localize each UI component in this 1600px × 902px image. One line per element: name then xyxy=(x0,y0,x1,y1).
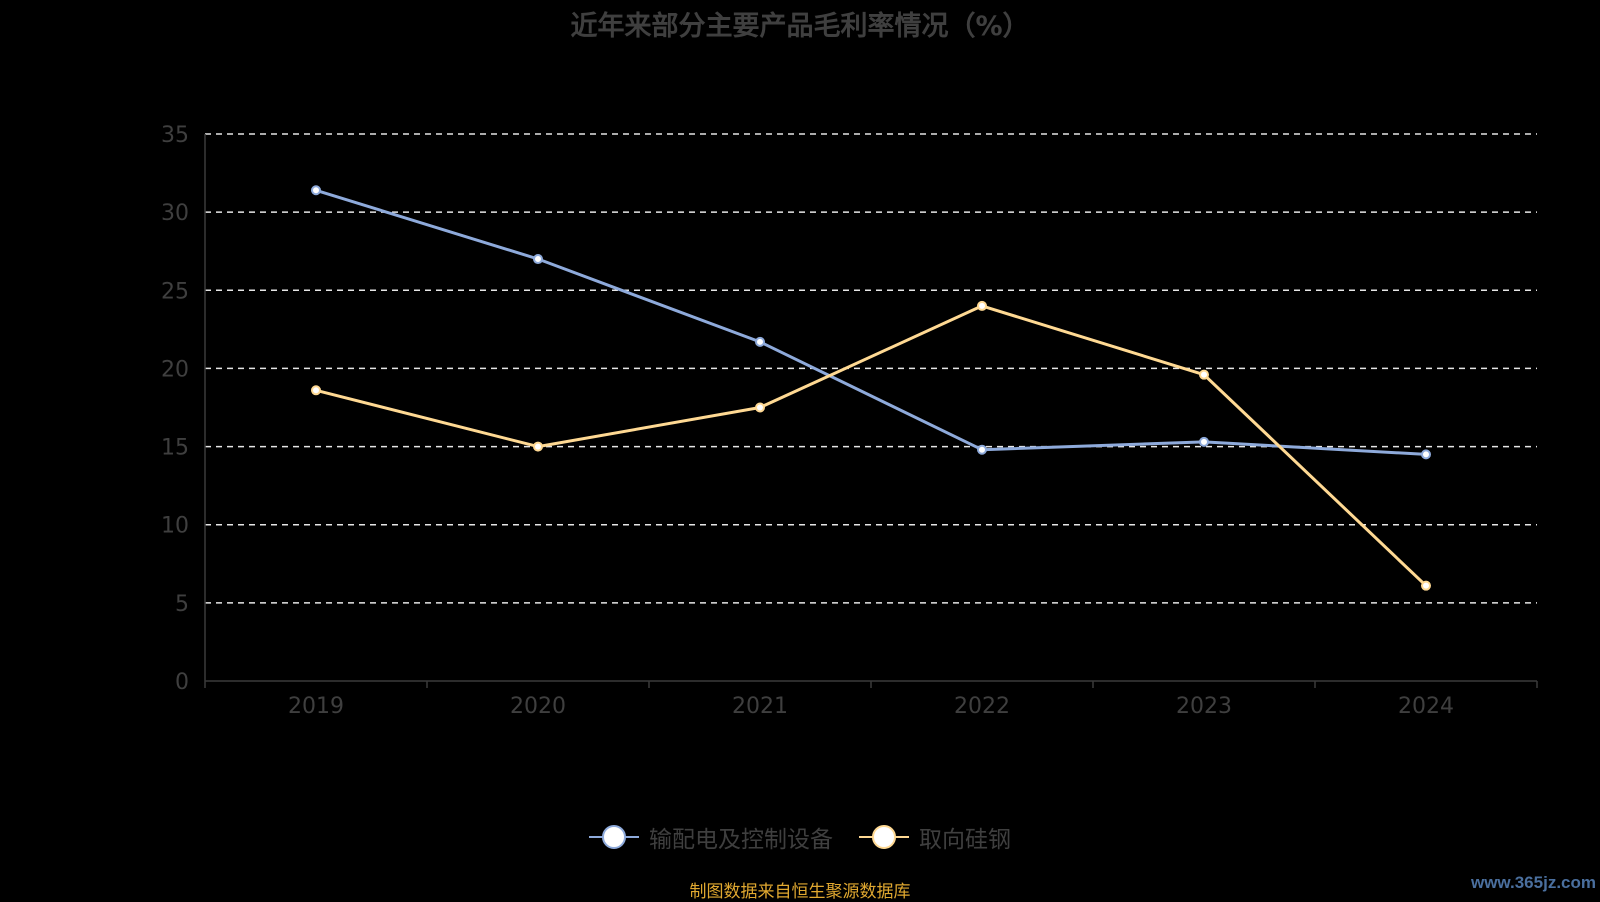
series-line-2 xyxy=(315,304,1428,587)
data-point-s2-2019 xyxy=(311,385,321,396)
data-point-s1-2023 xyxy=(1199,436,1209,447)
y-tick-label-25: 25 xyxy=(161,279,189,304)
x-tick-label-2021: 2021 xyxy=(732,694,788,719)
legend-item-series-2[interactable]: 取向硅钢 xyxy=(859,820,1011,854)
data-point-s1-2024 xyxy=(1421,449,1431,460)
legend-label-series-2: 取向硅钢 xyxy=(919,827,1011,853)
data-point-s1-2021 xyxy=(755,336,765,347)
data-point-s2-2021 xyxy=(755,402,765,413)
data-point-s2-2022 xyxy=(977,300,987,311)
x-tick-label-2022: 2022 xyxy=(954,694,1010,719)
y-tick-label-5: 5 xyxy=(175,592,189,617)
legend-label-series-1: 输配电及控制设备 xyxy=(649,827,833,853)
data-point-s2-2024 xyxy=(1421,580,1431,591)
y-tick-label-15: 15 xyxy=(161,436,189,461)
y-tick-labels: 0 5 10 15 20 25 30 35 xyxy=(161,123,189,695)
legend-swatch-series-1-icon xyxy=(589,825,639,849)
y-tick-label-10: 10 xyxy=(161,514,189,539)
source-note: 制图数据来自恒生聚源数据库 xyxy=(689,882,911,902)
series-markers xyxy=(311,185,1431,591)
legend-swatch-series-2-icon xyxy=(859,825,909,849)
series-line-1 xyxy=(315,188,1427,456)
axes xyxy=(204,134,1538,688)
data-point-s2-2023 xyxy=(1199,369,1209,380)
y-tick-label-30: 30 xyxy=(161,201,189,226)
x-tick-label-2023: 2023 xyxy=(1176,694,1232,719)
y-tick-label-0: 0 xyxy=(175,670,189,695)
x-tick-label-2024: 2024 xyxy=(1398,694,1454,719)
x-tick-label-2020: 2020 xyxy=(510,694,566,719)
data-point-s1-2022 xyxy=(977,444,987,455)
y-tick-label-20: 20 xyxy=(161,357,189,382)
x-tick-label-2019: 2019 xyxy=(288,694,344,719)
grid-lines xyxy=(205,133,1537,604)
data-point-s2-2020 xyxy=(533,441,543,452)
chart-title: 近年来部分主要产品毛利率情况（%） xyxy=(570,11,1030,42)
x-tick-labels: 2019 2020 2021 2022 2023 2024 xyxy=(288,694,1454,719)
legend-item-series-1[interactable]: 输配电及控制设备 xyxy=(589,820,833,854)
data-point-s1-2019 xyxy=(311,185,321,196)
y-tick-label-35: 35 xyxy=(161,123,189,148)
data-point-s1-2020 xyxy=(533,254,543,265)
series-lines xyxy=(315,188,1428,587)
watermark: www.365jz.com xyxy=(1470,873,1596,892)
legend: 输配电及控制设备 取向硅钢 xyxy=(0,820,1600,854)
